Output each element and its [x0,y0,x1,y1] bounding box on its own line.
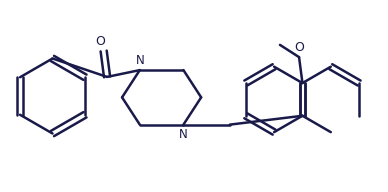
Text: O: O [294,41,304,54]
Text: O: O [95,35,105,48]
Text: N: N [135,54,144,67]
Text: N: N [179,128,188,141]
